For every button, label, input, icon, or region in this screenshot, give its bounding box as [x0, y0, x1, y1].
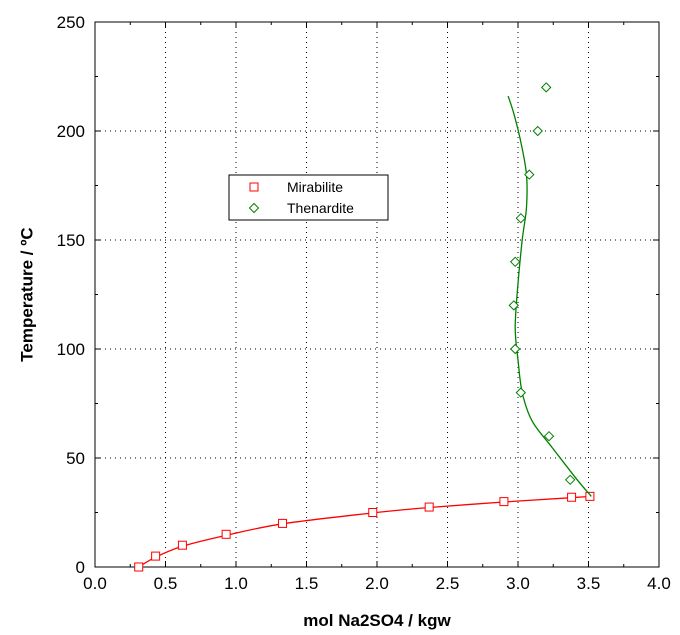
x-tick-label: 4.0: [647, 574, 671, 593]
legend-label-thenardite: Thenardite: [287, 200, 354, 216]
y-tick-label: 200: [57, 122, 85, 141]
mirabilite-point: [221, 529, 231, 539]
legend-marker-thenardite: [248, 202, 260, 214]
mirabilite-point: [368, 508, 378, 517]
x-tick-label: 2.0: [365, 574, 389, 593]
y-tick-label: 100: [57, 340, 85, 359]
series-layer: [134, 82, 595, 572]
mirabilite-point: [151, 551, 161, 561]
x-tick-label: 0.0: [83, 574, 107, 593]
x-tick-label: 1.5: [295, 574, 319, 593]
thenardite-point: [540, 82, 552, 93]
mirabilite-point: [177, 540, 187, 550]
x-tick-label: 1.0: [224, 574, 248, 593]
y-tick-label: 0: [76, 558, 85, 577]
mirabilite-fit-line: [138, 495, 590, 568]
x-tick-labels: 0.0 0.5 1.0 1.5 2.0 2.5 3.0 3.5 4.0: [83, 574, 671, 593]
axis-ticks: [94, 21, 660, 568]
grid: [95, 22, 659, 567]
x-tick-label: 2.5: [436, 574, 460, 593]
y-tick-label: 150: [57, 231, 85, 250]
y-tick-label: 50: [66, 449, 85, 468]
thenardite-point: [509, 256, 521, 268]
y-tick-label: 250: [57, 13, 85, 32]
y-axis-title: Temperature / ºC: [17, 227, 36, 361]
legend-marker-mirabilite: [249, 182, 259, 192]
mirabilite-point: [585, 491, 595, 501]
thenardite-point: [509, 343, 521, 355]
mirabilite-point: [134, 562, 144, 572]
plot-frame: [94, 21, 660, 568]
thenardite-point: [515, 387, 527, 398]
thenardite-point: [564, 474, 576, 486]
mirabilite-point: [499, 497, 509, 507]
x-tick-label: 0.5: [154, 574, 178, 593]
mirabilite-point: [567, 492, 577, 502]
thenardite-point: [524, 169, 535, 180]
x-axis-title: mol Na2SO4 / kgw: [303, 611, 451, 630]
x-tick-label: 3.5: [577, 574, 601, 593]
mirabilite-point: [278, 518, 288, 528]
mirabilite-point: [424, 502, 434, 512]
legend: Mirabilite Thenardite: [228, 174, 389, 221]
thenardite-point: [543, 430, 555, 442]
thenardite-point: [515, 212, 527, 224]
y-tick-labels: 0 50 100 150 200 250: [57, 13, 85, 577]
thenardite-point: [532, 125, 543, 137]
thenardite-series: [507, 82, 592, 497]
x-tick-label: 3.0: [506, 574, 530, 593]
thenardite-point: [508, 300, 519, 311]
mirabilite-series: [134, 491, 595, 572]
legend-label-mirabilite: Mirabilite: [287, 179, 343, 195]
